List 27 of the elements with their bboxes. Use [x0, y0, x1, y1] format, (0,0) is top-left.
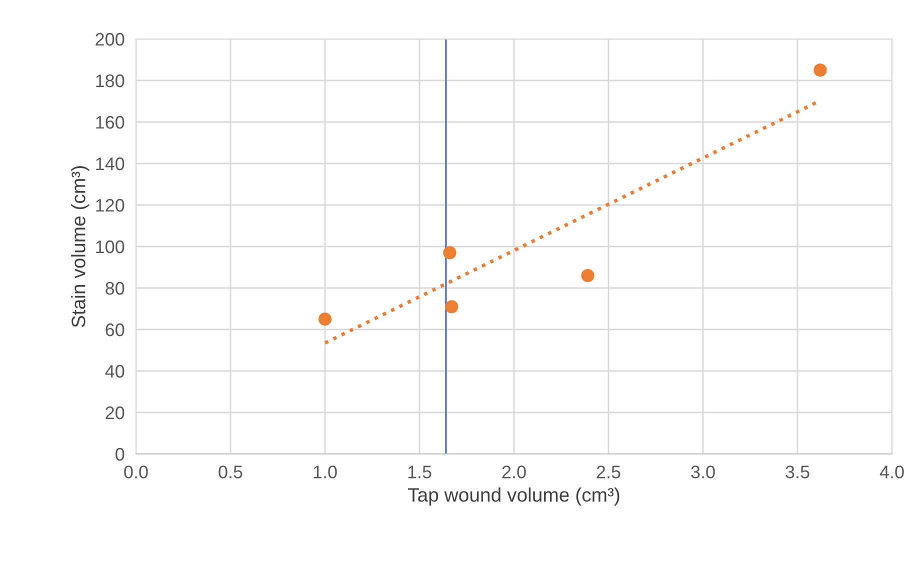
point — [443, 246, 456, 260]
x-tick-label: 0.0 — [124, 466, 148, 478]
x-tick-label: 3.0 — [691, 466, 715, 478]
y-tick-label: 60 — [106, 323, 124, 336]
y-tick-label: 40 — [105, 364, 124, 378]
y-tick-label: 200 — [96, 32, 124, 46]
y-tick-label: 160 — [96, 116, 124, 129]
x-tick-label: 1.0 — [314, 466, 337, 478]
y-tick-label: 140 — [96, 157, 124, 170]
y-tick-label: 0 — [116, 448, 124, 461]
y-tick-label: 100 — [96, 240, 124, 254]
y-tick-label: 120 — [96, 198, 124, 212]
x-tick-label: 3.5 — [786, 466, 810, 478]
x-axis-title: Tap wound volume (cm³) — [408, 488, 620, 506]
x-tick-label: 1.5 — [408, 466, 432, 478]
y-axis-title: Stain volume (cm³) — [71, 166, 90, 328]
y-tick-label: 180 — [96, 74, 124, 88]
x-tick-label: 2.5 — [596, 466, 620, 478]
y-tick-label: 80 — [106, 282, 124, 295]
x-tick-label: 4.0 — [880, 466, 904, 478]
point — [445, 300, 458, 314]
y-tick-label: 20 — [106, 406, 124, 420]
point — [318, 312, 332, 326]
point — [581, 268, 594, 282]
x-tick-label: 2.0 — [502, 466, 526, 478]
point — [814, 64, 827, 77]
x-tick-label: 0.5 — [218, 466, 242, 478]
